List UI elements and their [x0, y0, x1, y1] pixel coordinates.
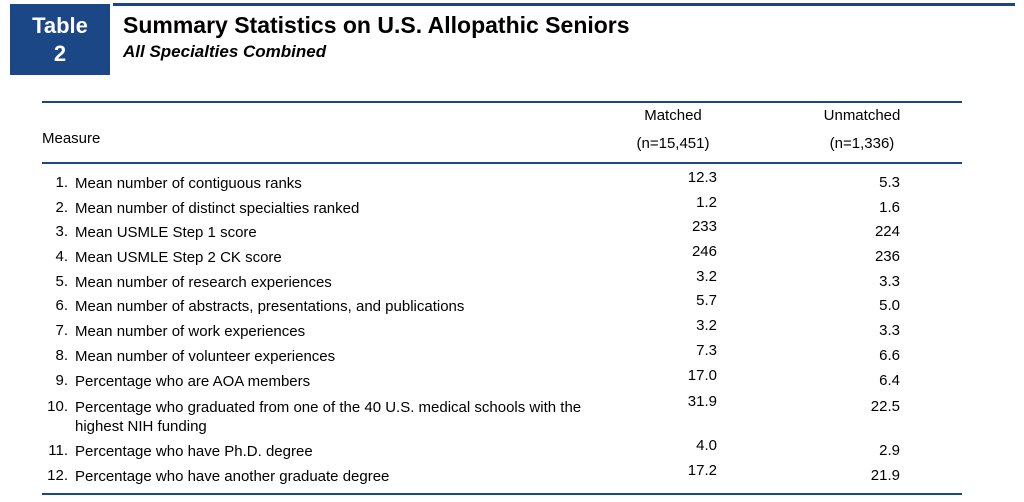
row-number: 2. [55, 199, 68, 216]
row-measure: Mean number of distinct specialties rank… [75, 200, 360, 217]
table-bottom-rule [42, 493, 962, 495]
row-number: 11. [48, 442, 68, 459]
row-number: 9. [55, 372, 68, 389]
row-measure: Percentage who are AOA members [75, 373, 311, 390]
row-unmatched-value: 21.9 [870, 467, 900, 484]
row-number: 5. [55, 273, 68, 290]
page-title: Summary Statistics on U.S. Allopathic Se… [123, 12, 630, 38]
row-matched-value: 4.0 [696, 437, 717, 454]
row-unmatched-value: 22.5 [870, 398, 900, 415]
header-unmatched-n: (n=1,336) [829, 135, 895, 152]
title-rule [113, 3, 1015, 6]
row-number: 1. [55, 174, 68, 191]
row-number: 10. [47, 398, 68, 415]
row-unmatched-value: 5.3 [879, 174, 900, 191]
row-measure: Mean number of research experiences [75, 274, 332, 291]
row-number: 6. [55, 297, 68, 314]
row-measure: Mean number of contiguous ranks [75, 175, 302, 192]
row-unmatched-value: 3.3 [879, 273, 900, 290]
row-matched-value: 12.3 [687, 169, 717, 186]
row-measure: Mean USMLE Step 1 score [75, 224, 257, 241]
row-number: 3. [55, 223, 68, 240]
row-unmatched-value: 6.4 [879, 372, 900, 389]
row-number: 4. [55, 248, 68, 265]
page-subtitle: All Specialties Combined [123, 42, 327, 61]
row-number: 7. [55, 322, 68, 339]
row-measure: Mean USMLE Step 2 CK score [75, 249, 282, 266]
row-matched-value: 17.2 [687, 462, 717, 479]
row-matched-value: 3.2 [696, 268, 717, 285]
row-measure: Mean number of volunteer experiences [75, 348, 336, 365]
row-number: 12. [47, 467, 68, 484]
header-matched: Matched [644, 107, 702, 124]
header-rule [42, 162, 962, 164]
row-matched-value: 1.2 [696, 194, 717, 211]
row-unmatched-value: 1.6 [879, 199, 900, 216]
row-measure: Percentage who have Ph.D. degree [75, 443, 313, 460]
row-number: 8. [55, 347, 68, 364]
badge-label: Table [32, 13, 88, 38]
row-unmatched-value: 224 [874, 223, 900, 240]
row-matched-value: 5.7 [696, 292, 717, 309]
row-unmatched-value: 3.3 [879, 322, 900, 339]
row-matched-value: 17.0 [687, 367, 717, 384]
row-matched-value: 7.3 [696, 342, 717, 359]
row-unmatched-value: 6.6 [879, 347, 900, 364]
row-matched-value: 31.9 [687, 393, 717, 410]
row-measure: Percentage who graduated from one of the… [75, 399, 582, 435]
table-top-rule [42, 101, 962, 103]
header-measure: Measure [42, 130, 101, 147]
header-unmatched: Unmatched [823, 107, 901, 124]
row-unmatched-value: 236 [874, 248, 900, 265]
row-measure: Mean number of work experiences [75, 323, 306, 340]
row-measure: Percentage who have another graduate deg… [75, 468, 390, 485]
row-measure: Mean number of abstracts, presentations,… [75, 298, 465, 315]
row-unmatched-value: 5.0 [879, 297, 900, 314]
header-matched-n: (n=15,451) [636, 135, 710, 152]
row-unmatched-value: 2.9 [879, 442, 900, 459]
row-matched-value: 246 [691, 243, 717, 260]
row-matched-value: 233 [691, 218, 717, 235]
row-matched-value: 3.2 [696, 317, 717, 334]
table-number-badge: Table 2 [10, 4, 110, 75]
badge-number: 2 [53, 41, 67, 66]
